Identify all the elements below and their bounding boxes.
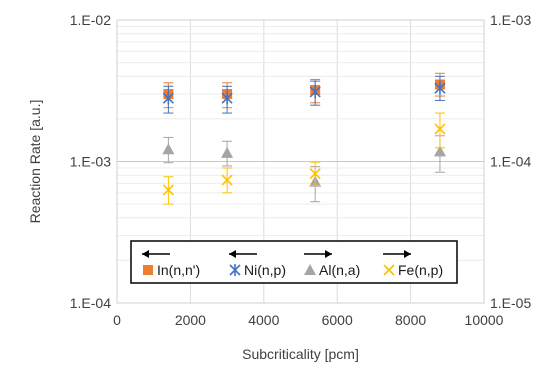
legend-label: In(n,n') bbox=[157, 262, 200, 278]
right-tick-label: 1.E-03 bbox=[490, 12, 531, 28]
x-axis-ticks: 0 2000 4000 6000 8000 10000 bbox=[113, 312, 504, 328]
y-axis-title: Reaction Rate [a.u.] bbox=[27, 100, 43, 224]
legend-label: Fe(n,p) bbox=[398, 262, 443, 278]
x-tick-label: 10000 bbox=[465, 312, 504, 328]
series-Fe(n,p) bbox=[163, 113, 445, 204]
legend-label: Al(n,a) bbox=[319, 262, 360, 278]
square-marker bbox=[143, 265, 153, 275]
x-tick-label: 0 bbox=[113, 312, 121, 328]
x-tick-label: 2000 bbox=[175, 312, 206, 328]
series-In(n,n') bbox=[163, 73, 445, 107]
x-axis-title: Subcriticality [pcm] bbox=[242, 346, 359, 362]
right-axis-ticks: 1.E-05 1.E-04 1.E-03 bbox=[490, 12, 531, 311]
left-tick-label: 1.E-04 bbox=[70, 295, 111, 311]
legend-label: Ni(n,p) bbox=[244, 262, 286, 278]
series-Al(n,a) bbox=[162, 136, 446, 202]
legend: In(n,n') Ni(n,p) Al(n,a) Fe(n,p) bbox=[131, 241, 457, 283]
x-tick-label: 8000 bbox=[395, 312, 426, 328]
x-tick-label: 4000 bbox=[248, 312, 279, 328]
triangle-marker bbox=[162, 143, 174, 154]
right-tick-label: 1.E-05 bbox=[490, 295, 531, 311]
left-axis-ticks: 1.E-04 1.E-03 1.E-02 bbox=[70, 12, 111, 311]
legend-marker bbox=[143, 265, 153, 275]
right-tick-label: 1.E-04 bbox=[490, 154, 531, 170]
data-marks bbox=[162, 73, 446, 204]
left-tick-label: 1.E-03 bbox=[70, 154, 111, 170]
left-tick-label: 1.E-02 bbox=[70, 12, 111, 28]
x-tick-label: 6000 bbox=[322, 312, 353, 328]
triangle-marker bbox=[221, 147, 233, 158]
series-Ni(n,p) bbox=[163, 76, 445, 113]
